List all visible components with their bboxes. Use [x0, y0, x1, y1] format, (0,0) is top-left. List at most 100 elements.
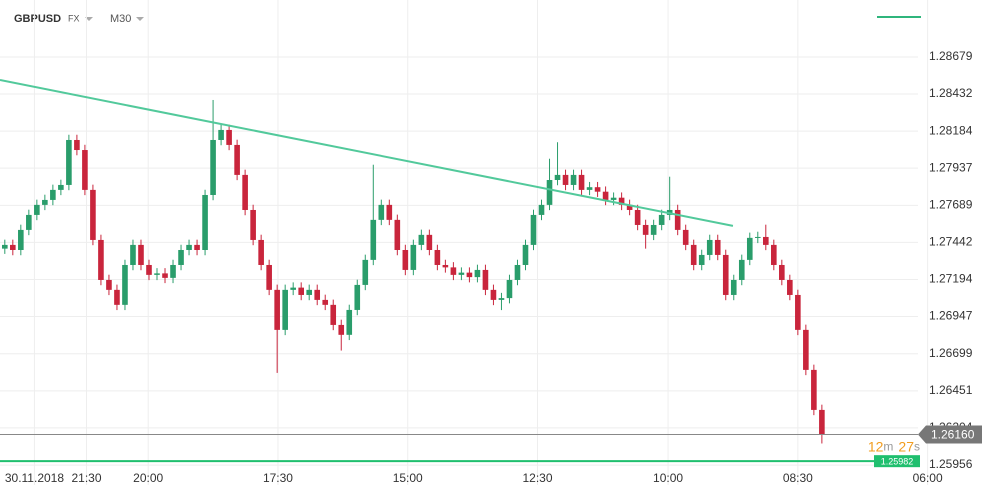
- candle-body: [266, 264, 272, 290]
- candle-body: [803, 329, 809, 370]
- candle-body: [762, 236, 769, 245]
- candle-body: [298, 287, 304, 295]
- x-tick-label: 10:00: [653, 471, 683, 485]
- candle-body: [274, 289, 280, 330]
- candle-body: [626, 204, 633, 210]
- current-price-label: 1.26160: [931, 428, 975, 442]
- countdown-seconds-unit: s: [914, 440, 920, 454]
- countdown-seconds: 27: [898, 438, 914, 454]
- candle-body: [370, 219, 377, 260]
- y-tick-label: 1.26947: [929, 309, 973, 323]
- candle-body: [162, 273, 168, 278]
- countdown-minutes: 12: [868, 438, 884, 454]
- candle-body: [795, 294, 801, 330]
- candle-body: [562, 174, 569, 185]
- countdown: 12m 27s: [868, 438, 920, 454]
- candle-body: [154, 273, 160, 275]
- candle-body: [34, 204, 40, 215]
- candle-body: [66, 139, 72, 185]
- candle-body: [482, 269, 489, 290]
- candle-body: [130, 244, 136, 265]
- candle-body: [602, 191, 609, 200]
- candle-body: [114, 289, 120, 305]
- y-tick-label: 1.28184: [929, 123, 973, 137]
- candle-body: [58, 184, 64, 190]
- trendline: [0, 79, 734, 227]
- candle-body: [346, 309, 353, 335]
- candle-body: [690, 244, 697, 265]
- candle-body: [322, 299, 329, 305]
- y-tick-label: 1.25956: [929, 457, 973, 471]
- candle-body: [819, 409, 825, 435]
- candle-body: [442, 264, 449, 268]
- candle-body: [242, 174, 248, 210]
- y-tick-label: 1.27442: [929, 235, 973, 249]
- candle-body: [530, 214, 537, 245]
- x-tick-label: 20:00: [133, 471, 163, 485]
- candle-body: [10, 244, 16, 250]
- y-tick-label: 1.27194: [929, 272, 973, 286]
- interval[interactable]: M30: [110, 13, 131, 25]
- y-tick-label: 1.28679: [929, 49, 973, 63]
- candle-body: [306, 289, 313, 295]
- candle-body: [738, 259, 745, 280]
- order-price-label: 1.25982: [881, 457, 914, 467]
- candle-body: [634, 209, 641, 225]
- candle-body: [178, 249, 184, 265]
- candle-body: [202, 194, 208, 250]
- x-tick-label: 21:30: [71, 471, 101, 485]
- candle-body: [402, 249, 409, 270]
- candle-body: [194, 244, 200, 250]
- candle-body: [314, 289, 321, 300]
- candle-body: [338, 324, 345, 335]
- x-tick-label: 08:30: [783, 471, 813, 485]
- candle-body: [258, 239, 264, 265]
- candle-body: [378, 204, 385, 220]
- candle-body: [490, 289, 497, 300]
- candle-body: [138, 244, 144, 265]
- candle-body: [586, 187, 593, 190]
- candle-body: [26, 214, 32, 230]
- candle-body: [418, 234, 425, 245]
- candle-body: [787, 279, 793, 295]
- symbol: GBPUSD: [14, 13, 61, 25]
- candle-body: [458, 272, 465, 275]
- x-tick-label: 15:00: [393, 471, 423, 485]
- candle-body: [730, 279, 737, 295]
- candle-body: [74, 139, 80, 151]
- candle-body: [466, 272, 473, 278]
- y-tick-label: 1.28432: [929, 86, 973, 100]
- candle-body: [754, 236, 761, 238]
- candle-body: [386, 204, 393, 220]
- candle-body: [426, 234, 433, 250]
- candle-body: [290, 287, 296, 290]
- candle-body: [2, 244, 8, 249]
- y-tick-label: 1.26699: [929, 346, 973, 360]
- candle-body: [578, 174, 585, 190]
- candle-body: [82, 150, 88, 190]
- candle-body: [506, 279, 513, 299]
- candle-body: [474, 269, 481, 278]
- y-tick-label: 1.26451: [929, 383, 973, 397]
- candle-body: [642, 224, 649, 235]
- candle-body: [658, 214, 665, 225]
- market[interactable]: FX: [68, 13, 80, 23]
- candle-body: [98, 239, 104, 280]
- candle-body: [106, 279, 112, 290]
- candle-body: [706, 239, 713, 255]
- candle-body: [594, 187, 601, 192]
- candle-body: [746, 237, 753, 260]
- candle-body: [330, 304, 337, 325]
- candle-body: [698, 254, 705, 265]
- candle-body: [498, 298, 505, 300]
- price-tag: [918, 425, 982, 444]
- candle-body: [570, 174, 577, 185]
- order-tag: [874, 455, 920, 468]
- y-tick-label: 1.27937: [929, 160, 973, 174]
- candle-body: [610, 197, 617, 200]
- candle-body: [50, 189, 56, 200]
- candle-body: [186, 244, 192, 250]
- candle-body: [771, 244, 777, 265]
- dropdown-arrow: [136, 17, 144, 21]
